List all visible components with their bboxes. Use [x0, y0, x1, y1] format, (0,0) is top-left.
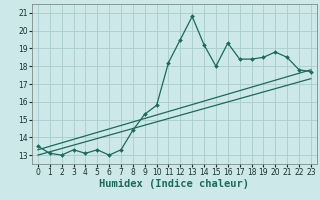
X-axis label: Humidex (Indice chaleur): Humidex (Indice chaleur) [100, 179, 249, 189]
